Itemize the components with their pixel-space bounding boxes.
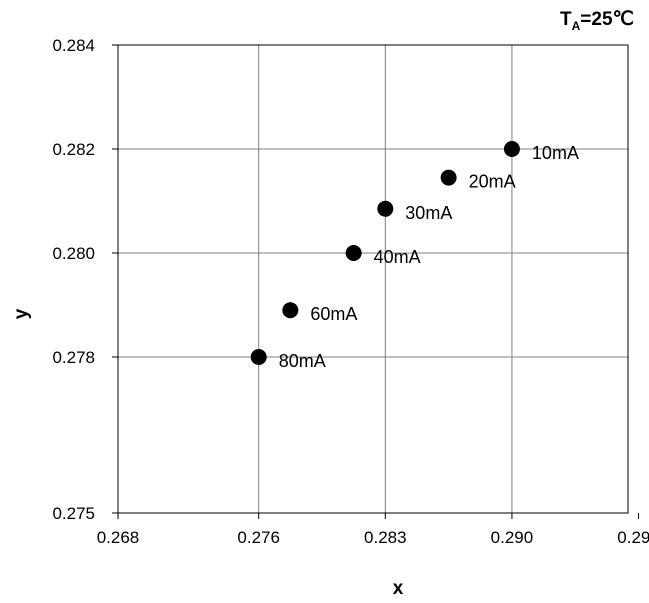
y-tick-label: 0.282: [52, 140, 95, 159]
x-axis-ticks: 0.268 0.276 0.283 0.290 0.297: [97, 513, 649, 547]
y-axis-ticks: 0.275 0.278 0.280 0.282 0.284: [52, 36, 118, 523]
data-label: 10mA: [532, 143, 579, 163]
data-point: [345, 245, 362, 261]
data-label: 30mA: [405, 203, 452, 223]
data-label: 60mA: [310, 304, 357, 324]
annotation-rest: =25℃: [580, 9, 634, 30]
y-tick-label: 0.284: [52, 36, 95, 55]
y-tick-label: 0.275: [52, 504, 95, 523]
annotation-main: T: [560, 9, 572, 30]
data-point: [440, 169, 457, 186]
data-point: [250, 349, 267, 365]
data-label: 40mA: [374, 247, 421, 267]
data-label: 20mA: [469, 172, 516, 192]
annotation-subscript: A: [572, 19, 581, 33]
x-tick-label: 0.283: [364, 528, 407, 547]
y-axis-title: y: [11, 308, 32, 319]
data-point: [377, 200, 394, 217]
x-tick-label: 0.268: [97, 528, 140, 547]
grid: [118, 45, 628, 513]
x-axis-title: x: [393, 578, 404, 599]
x-tick-label: 0.297: [617, 528, 649, 547]
x-tick-label: 0.290: [491, 528, 534, 547]
plot-area: [118, 45, 628, 513]
x-tick-label: 0.276: [237, 528, 280, 547]
y-tick-label: 0.280: [52, 244, 95, 263]
y-tick-label: 0.278: [52, 348, 95, 367]
data-point: [282, 302, 299, 319]
data-points: 10mA 20mA 30mA 40mA 60mA 80mA: [250, 141, 579, 371]
data-label: 80mA: [279, 351, 326, 371]
plot-frame: [117, 44, 629, 514]
data-point: [503, 141, 520, 157]
temperature-annotation: TA=25℃: [560, 9, 634, 33]
